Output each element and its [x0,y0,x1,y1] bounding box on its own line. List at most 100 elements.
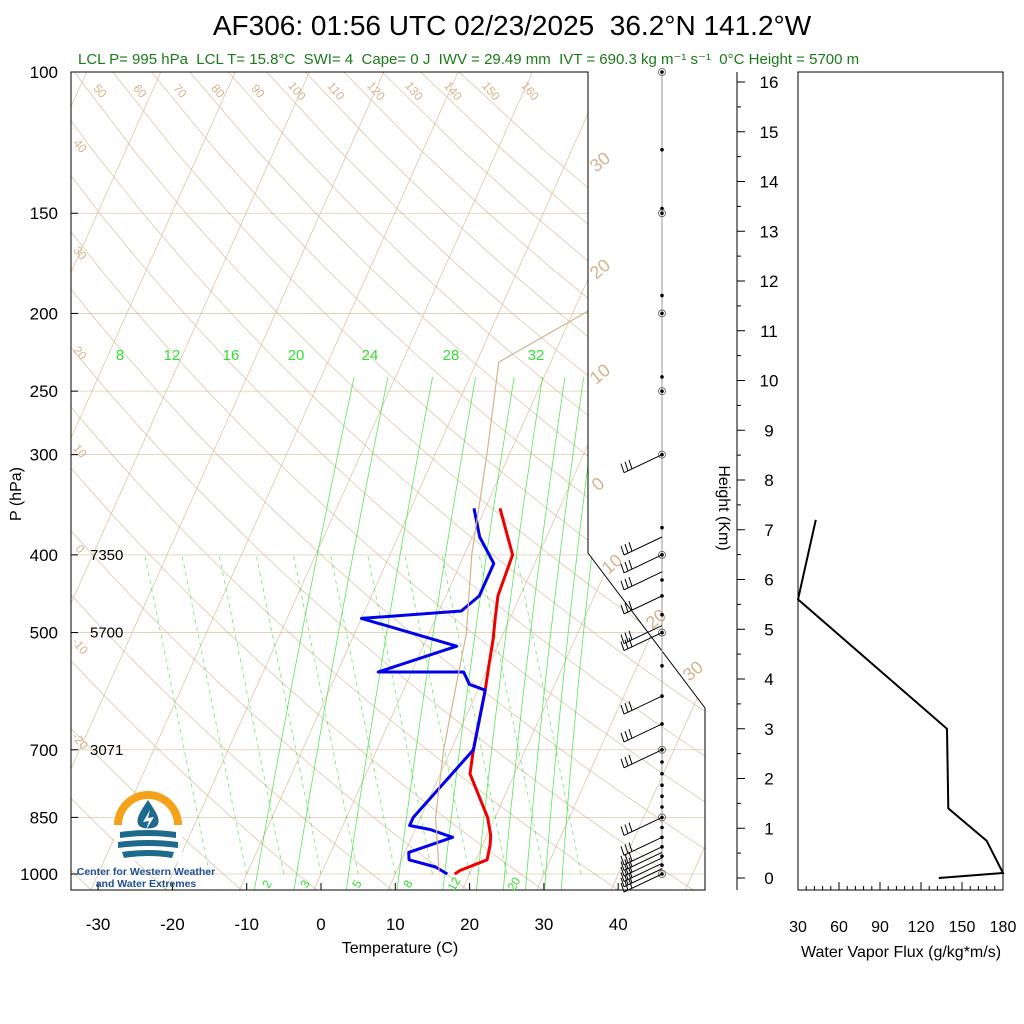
wind-barb-feather [620,563,625,574]
dry-adiabat-label: 120 [364,79,388,104]
temperature-tick-label: -30 [86,915,111,934]
saturated-adiabat [255,554,322,875]
wind-barb [620,625,663,644]
temperature-tick-label: 10 [386,915,405,934]
wind-barb-shaft [623,571,663,591]
wind-barb-feather [620,580,625,591]
wind-barb-feather [620,604,625,615]
temperature-tick-label: -10 [234,915,259,934]
pressure-tick-label: 500 [30,624,58,643]
mixing-ratio-label-bottom: 8 [400,877,416,890]
saturated-adiabat [181,554,248,875]
dry-adiabat [71,72,620,890]
isotherm-label: 10 [70,441,90,460]
wind-scale-label: 20 [586,255,614,283]
dry-adiabat-label: 140 [441,79,465,104]
dry-adiabat [151,72,705,890]
wind-barb [620,536,663,556]
mixing-ratio-line [544,376,600,890]
saturated-adiabat [441,554,508,875]
wind-scale-label: 10 [598,550,626,578]
mixing-ratio-label: 12 [164,347,181,364]
height-tick-label: 8 [764,471,773,490]
wind-calm-marker [658,450,666,459]
isotherm [71,72,310,890]
mixing-ratio-line [476,376,543,890]
mixing-ratio-label-bottom: 3 [297,877,313,890]
dry-adiabat [71,72,705,890]
logo-text: Center for Western Weather and Water Ext… [62,866,230,890]
wind-dot [660,805,664,809]
saturated-adiabat [292,554,359,875]
wind-barb-feather [628,851,633,862]
wind-barb-shaft [623,749,663,769]
mixing-ratio-label: 20 [288,347,305,364]
dry-adiabat [189,72,705,890]
wind-barb-shaft [623,851,663,871]
wind-barb-shaft [623,554,663,574]
wind-barb-feather [628,459,633,470]
dry-adiabat [266,72,705,890]
wind-barb-feather [620,732,625,743]
wind-dot [660,663,664,668]
wind-barb-feather [624,844,629,854]
dry-adiabat [71,72,705,890]
dry-adiabat-label: 50 [90,81,110,100]
wind-barb-shaft [623,695,663,715]
wind-dot [660,311,664,316]
wind-barb [620,836,663,856]
wind-dot [660,771,664,776]
wind-scale-label: 10 [586,360,614,388]
isotherm-label: 40 [70,136,90,155]
dry-adiabat [381,72,705,890]
height-tick-label: 10 [760,372,779,391]
height-tick-label: 0 [764,869,773,888]
wind-barb-shaft [623,857,663,877]
pressure-tick-label: 1000 [20,865,58,884]
height-axis-label: Height (Km) [715,465,732,550]
wind-dot [660,147,664,152]
dry-adiabat [458,72,705,890]
height-tick-label: 4 [764,670,773,689]
dry-adiabat [71,72,705,890]
dry-adiabat [71,72,244,890]
wind-barb-feather [620,758,625,768]
y-axis-label: P (hPa) [8,467,25,521]
wind-barb-feather [620,882,625,893]
mixing-ratio-label-bottom: 5 [349,877,365,890]
wind-barb-feather [628,576,633,587]
height-tick-label: 1 [764,819,773,838]
wind-barb-shaft [623,862,663,882]
saturated-adiabat [478,554,545,875]
mixing-ratio-label: 24 [362,347,379,364]
mixing-ratio-line [442,376,515,890]
isotherm-label: 0 [72,542,87,556]
mixing-ratio-label: 32 [528,347,545,364]
wind-barb-feather [620,545,625,556]
wind-calm-marker [658,870,666,878]
wind-scale-label: 0 [588,473,609,495]
pressure-tick-label: 200 [30,304,58,323]
wind-barb-feather [624,730,629,741]
wind-calm-marker [658,68,666,76]
mixing-ratio-label-bottom: 2 [259,877,275,890]
wind-barb-feather [628,754,633,765]
wind-barb-feather [628,542,633,552]
wind-barb [620,846,663,866]
dry-adiabat [71,72,319,890]
wind-barb-feather [620,846,625,856]
height-tick-label: 16 [760,73,779,92]
x-axis-label: Temperature (C) [342,940,458,957]
skew-t-background-lines [71,72,705,890]
mixing-ratio-label: 28 [443,347,460,364]
wind-barb-feather [620,872,625,882]
wind-barb-feather [620,866,625,877]
wind-barb-feather [624,561,629,572]
wind-barb-feather [620,826,625,836]
temperature-tick-label: 30 [534,915,553,934]
temperature-tick-label: 0 [316,915,325,934]
isotherm [71,72,385,890]
isotherm [684,72,705,890]
wind-dot [660,760,664,764]
mixing-ratio-line [253,376,355,890]
